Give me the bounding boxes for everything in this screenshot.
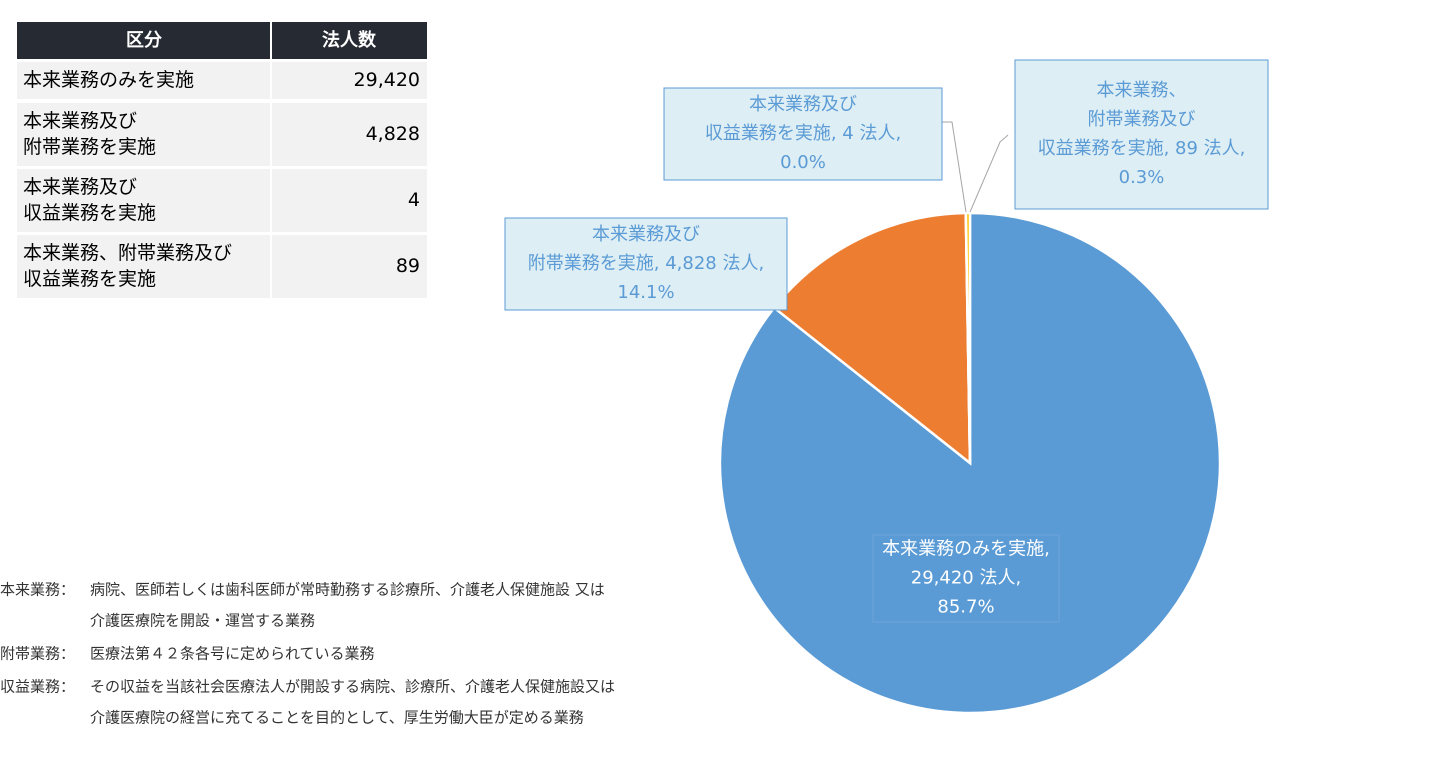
data-label-box xyxy=(663,87,943,181)
table-header-bg xyxy=(17,22,270,59)
data-label-box xyxy=(504,217,788,311)
table-label: 本来業務のみを実施 xyxy=(23,69,194,91)
data-label: 本来業務、 xyxy=(1097,80,1187,101)
table-cell-bg xyxy=(272,62,427,99)
table-cell-bg xyxy=(272,235,427,298)
data-label: 85.7% xyxy=(937,597,994,618)
table-value: 29,420 xyxy=(354,69,420,91)
note-text: 病院、医師若しくは歯科医師が常時勤務する診療所、介護老人保健施設 又は xyxy=(90,581,605,599)
table-label: 本来業務及び xyxy=(23,176,137,198)
table-cell-bg xyxy=(17,235,270,298)
data-label: 0.0% xyxy=(780,152,826,173)
leader-line xyxy=(942,121,967,213)
note-term: 収益業務： xyxy=(0,678,75,696)
table-value: 89 xyxy=(396,255,420,277)
note-term: 附帯業務： xyxy=(0,645,75,663)
pie-slice xyxy=(964,211,972,464)
data-label-box xyxy=(1014,59,1269,210)
data-label: 本来業務及び xyxy=(592,224,700,245)
note-text: 介護医療院を開設・運営する業務 xyxy=(90,612,315,630)
table-label: 本来業務、附帯業務及び xyxy=(23,242,232,264)
table-label: 収益業務を実施 xyxy=(23,268,156,290)
table-cell-bg xyxy=(17,62,270,99)
note-text: その収益を当該社会医療法人が開設する病院、診療所、介護老人保健施設又は xyxy=(90,678,615,696)
table-label: 附帯業務を実施 xyxy=(23,136,156,158)
data-label-box xyxy=(872,534,1060,623)
data-label: 14.1% xyxy=(617,282,674,303)
table-header: 区分 xyxy=(126,30,162,51)
data-label: 0.3% xyxy=(1119,167,1165,188)
leader-line xyxy=(969,134,1009,213)
data-label: 本来業務及び xyxy=(749,94,857,115)
data-label: 本来業務のみを実施, xyxy=(882,539,1050,560)
table-cell-bg xyxy=(17,103,270,166)
data-label: 附帯業務及び xyxy=(1088,109,1196,130)
table-cell-bg xyxy=(272,103,427,166)
note-text: 医療法第４２条各号に定められている業務 xyxy=(90,645,375,663)
table-value: 4 xyxy=(408,189,420,211)
data-label: 附帯業務を実施, 4,828 法人, xyxy=(528,253,764,274)
table-label: 収益業務を実施 xyxy=(23,202,156,224)
table-cell-bg xyxy=(17,169,270,232)
data-label: 収益業務を実施, 89 法人, xyxy=(1038,138,1246,159)
table-value: 4,828 xyxy=(366,123,420,145)
table-header-bg xyxy=(272,22,427,59)
table-header: 法人数 xyxy=(322,29,377,51)
data-label: 収益業務を実施, 4 法人, xyxy=(705,123,901,144)
data-label: 29,420 法人, xyxy=(911,568,1021,589)
table-cell-bg xyxy=(272,169,427,232)
table-label: 本来業務及び xyxy=(23,110,137,132)
note-term: 本来業務： xyxy=(0,581,75,599)
note-text: 介護医療院の経営に充てることを目的として、厚生労働大臣が定める業務 xyxy=(90,709,584,727)
